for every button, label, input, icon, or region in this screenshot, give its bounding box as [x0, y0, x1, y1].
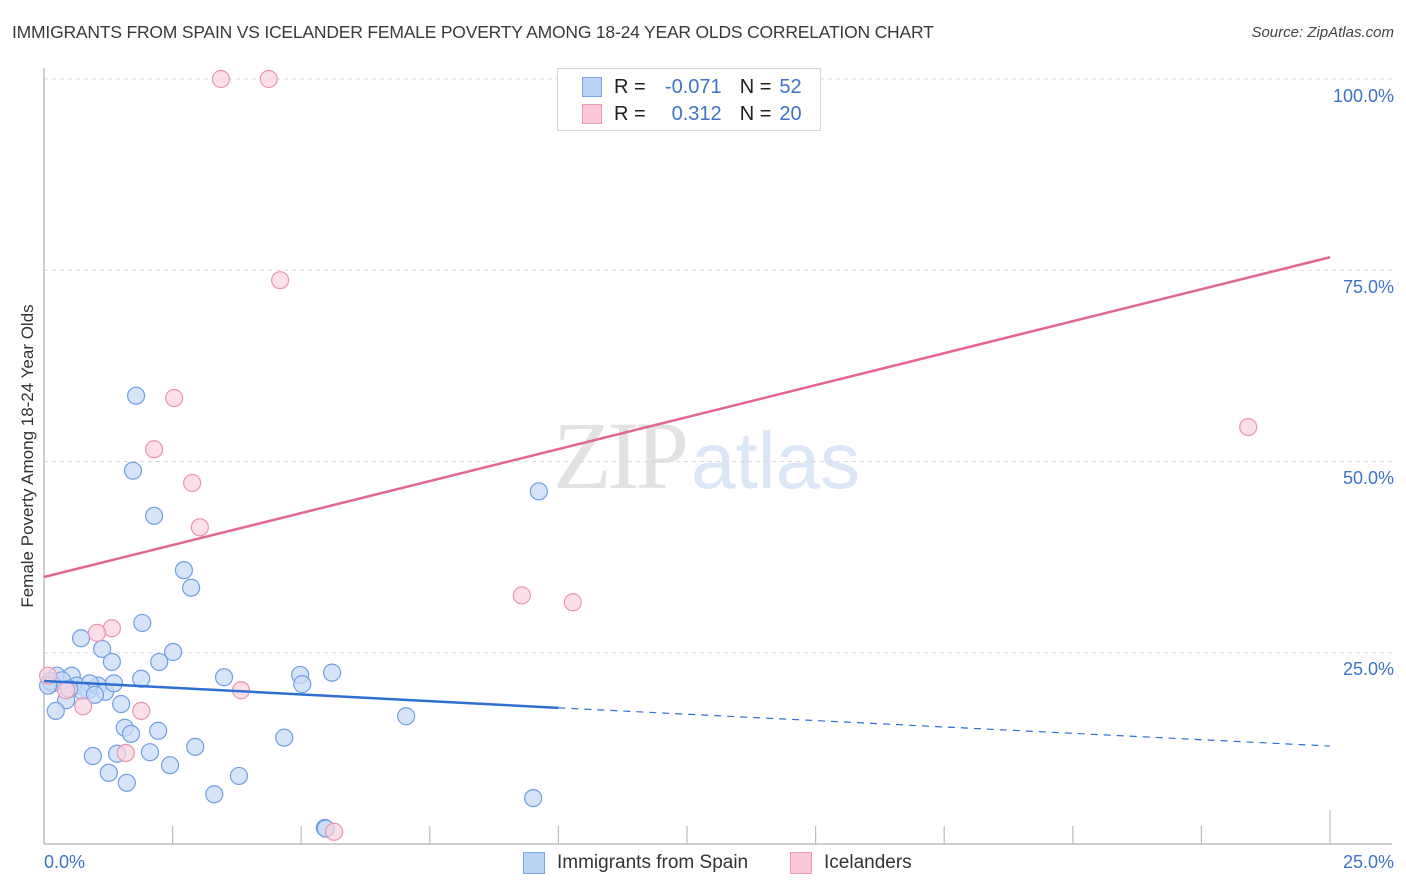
- y-tick-50: 50.0%: [1342, 468, 1394, 488]
- data-point: [183, 473, 202, 493]
- data-point: [57, 681, 76, 700]
- data-point: [214, 668, 234, 687]
- data-point: [275, 728, 294, 747]
- data-point: [39, 666, 58, 685]
- data-point: [160, 756, 180, 775]
- data-point: [397, 707, 416, 726]
- watermark-zip: ZIP: [553, 402, 689, 509]
- r-label: R =: [614, 75, 646, 98]
- data-point: [205, 785, 224, 804]
- data-point: [73, 697, 93, 716]
- legend-swatch-blue: [523, 852, 545, 874]
- n-value: 52: [779, 75, 802, 98]
- data-point: [71, 629, 91, 648]
- data-point: [46, 701, 65, 720]
- legend-row-spain: R = -0.071 N = 52: [582, 74, 802, 100]
- data-point: [325, 822, 344, 841]
- data-point: [529, 482, 548, 501]
- legend-item-immigrants-from-spain[interactable]: Immigrants from Spain: [523, 852, 748, 874]
- data-point: [293, 675, 312, 694]
- trendline-spain-dashed: [558, 707, 1331, 747]
- data-point: [121, 724, 141, 743]
- data-point: [140, 743, 160, 762]
- data-point: [116, 743, 135, 763]
- data-point: [85, 685, 105, 704]
- x-tick-25: 25.0%: [1342, 852, 1394, 872]
- data-point: [1239, 417, 1258, 437]
- watermark-atlas: atlas: [691, 416, 860, 505]
- data-point: [524, 788, 543, 808]
- source-label: Source: ZipAtlas.com: [1251, 24, 1394, 41]
- data-point: [87, 623, 107, 642]
- data-point: [132, 701, 151, 720]
- data-point: [165, 388, 184, 408]
- data-point: [93, 639, 112, 659]
- legend-swatch-pink: [582, 104, 602, 124]
- data-point: [150, 652, 169, 672]
- watermark: ZIPatlas: [553, 400, 860, 511]
- legend-item-icelanders[interactable]: Icelanders: [790, 852, 912, 874]
- x-tick-0: 0.0%: [44, 852, 86, 872]
- n-label: N =: [739, 102, 772, 125]
- series-icelanders-points: [39, 69, 1258, 841]
- n-value: 20: [779, 102, 802, 125]
- y-tick-100: 100.0%: [1332, 86, 1394, 106]
- r-label: R =: [614, 102, 646, 125]
- data-point: [190, 518, 209, 537]
- r-value: 0.312: [671, 102, 722, 125]
- data-point: [83, 746, 102, 766]
- data-point: [144, 440, 164, 459]
- legend-row-icelanders: R = 0.312 N = 20: [582, 101, 802, 127]
- data-point: [112, 694, 131, 714]
- data-point: [144, 506, 164, 525]
- gridlines: [44, 78, 1392, 654]
- data-point: [174, 561, 194, 580]
- data-point: [133, 613, 152, 633]
- data-point: [186, 737, 205, 756]
- chart-title: IMMIGRANTS FROM SPAIN VS ICELANDER FEMAL…: [12, 22, 934, 42]
- data-point: [322, 663, 342, 682]
- y-axis-label: Female Poverty Among 18-24 Year Olds: [18, 304, 37, 608]
- data-point: [512, 586, 531, 605]
- data-point: [211, 69, 231, 89]
- data-point: [229, 766, 249, 786]
- data-point: [563, 593, 582, 612]
- data-point: [271, 271, 290, 290]
- axes: [43, 68, 1392, 845]
- legend-swatch-pink: [790, 852, 812, 874]
- data-point: [99, 763, 118, 782]
- data-point: [182, 578, 201, 597]
- y-tick-25: 25.0%: [1342, 659, 1394, 679]
- legend-label: Immigrants from Spain: [557, 852, 749, 873]
- data-point: [164, 642, 183, 662]
- data-point: [149, 721, 168, 740]
- data-point: [259, 69, 278, 89]
- trendline-icelanders: [43, 256, 1331, 579]
- y-tick-75: 75.0%: [1342, 277, 1394, 297]
- r-value: -0.071: [664, 75, 722, 98]
- trendlines: [43, 256, 1331, 747]
- n-label: N =: [739, 75, 772, 98]
- trendline-spain-solid: [43, 679, 559, 710]
- legend-label: Icelanders: [824, 852, 912, 873]
- series-immigrants-from-spain-points: [39, 386, 548, 838]
- data-point: [126, 386, 146, 405]
- data-point: [117, 773, 136, 792]
- stats-legend: R = -0.071 N = 52 R = 0.312 N = 20: [557, 68, 821, 131]
- legend-swatch-blue: [582, 77, 602, 97]
- data-point: [123, 461, 143, 480]
- data-point: [102, 652, 122, 672]
